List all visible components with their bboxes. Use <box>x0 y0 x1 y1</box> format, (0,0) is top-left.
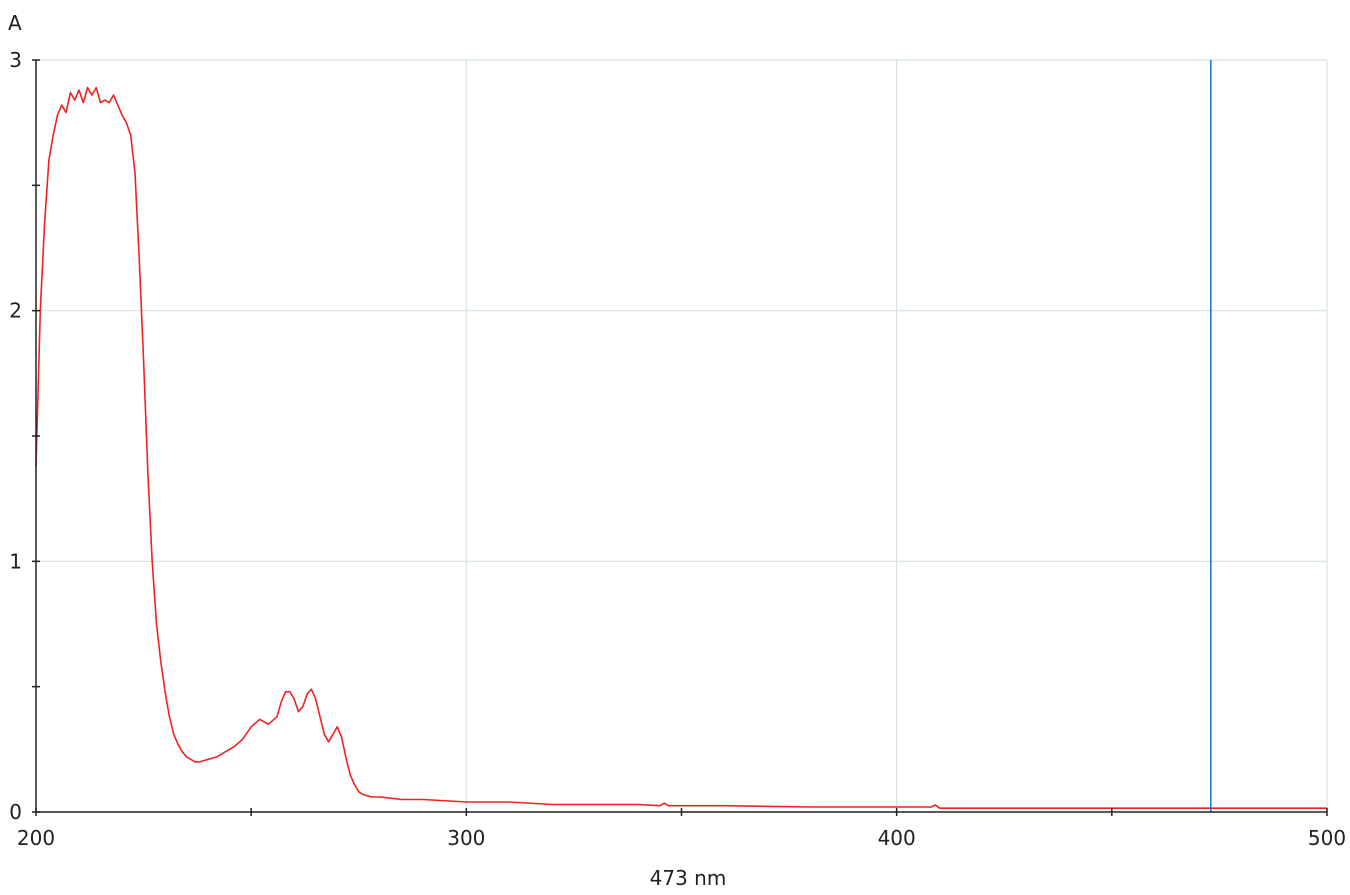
y-tick-label-0: 0 <box>9 800 22 824</box>
y-tick-label-2: 2 <box>9 299 22 323</box>
x-tick-label-400: 400 <box>878 826 916 850</box>
x-axis-title: 473 nm <box>650 866 727 890</box>
tick-labels: 0 1 2 3 200 300 400 500 <box>9 48 1346 850</box>
series-line-0 <box>35 86 1327 810</box>
grid-lines <box>36 59 1328 812</box>
y-axis-title: A <box>8 11 22 35</box>
y-tick-label-1: 1 <box>9 549 22 573</box>
x-tick-label-300: 300 <box>447 826 485 850</box>
x-tick-label-500: 500 <box>1308 826 1346 850</box>
y-tick-label-3: 3 <box>9 48 22 72</box>
x-tick-label-200: 200 <box>17 826 55 850</box>
axes <box>32 59 1328 816</box>
plot-area <box>35 86 1327 810</box>
